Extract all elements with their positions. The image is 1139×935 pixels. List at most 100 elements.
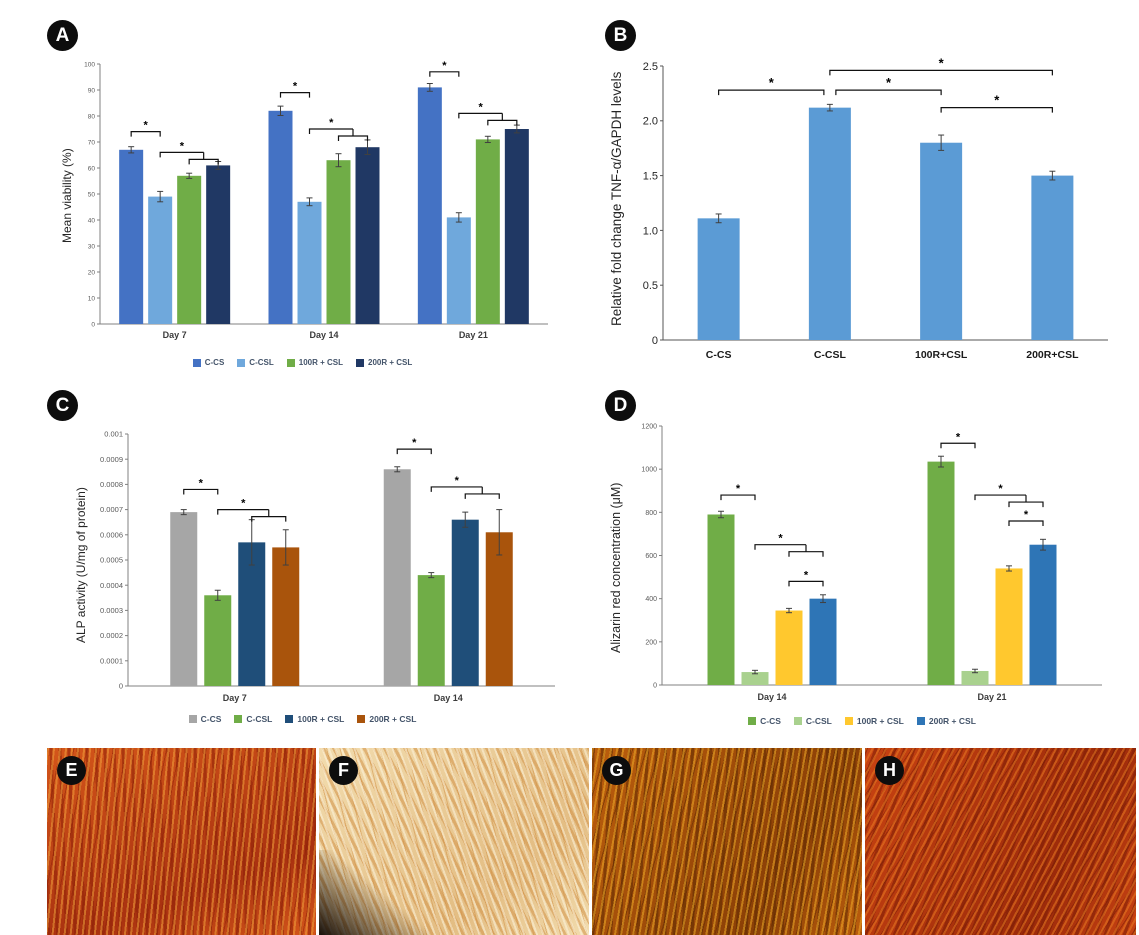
significance-sub-bracket [464,486,500,499]
bar [177,175,202,324]
y-tick-label: 70 [88,139,96,146]
bar [326,160,351,324]
significance-asterisk: * [736,483,741,495]
panel-c-badge: C [47,390,78,421]
micrograph-e-image [47,748,316,935]
significance-bracket [430,486,483,492]
panel-c-legend: C-CS C-CSL 100R + CSL 200R + CSL [30,714,575,724]
significance-asterisk: * [769,75,775,90]
y-tick-label: 0.0006 [100,530,123,539]
legend-item: 100R + CSL [844,716,904,726]
y-tick-label: 0.0003 [100,606,123,615]
legend-swatch [357,715,366,723]
x-category-label: Day 14 [434,693,463,703]
significance-bracket [940,107,1053,113]
y-tick-label: 200 [645,639,657,646]
significance-bracket [217,509,269,515]
bar [809,598,837,685]
bar [707,514,735,685]
panel-d-chart: 0 200 400 600 800 1000 1200 Day 14 Day 21 * * * * * * [641,423,1102,702]
y-tick-label: 2.5 [643,61,658,73]
legend-item: 100R + CSL [286,358,343,367]
x-category-label: Day 21 [977,692,1006,702]
legend-swatch [916,717,925,725]
legend-label: C-CS [204,358,225,367]
legend-item: 200R + CSL [916,716,976,726]
x-category-label: 200R+CSL [1026,349,1079,361]
x-category-label: Day 14 [757,692,786,702]
y-tick-label: 10 [88,295,96,302]
y-tick-label: 600 [645,553,657,560]
significance-asterisk: * [994,93,1000,108]
legend-label: C-CS [760,716,781,726]
panel-d-legend: C-CS C-CSL 100R + CSL 200R + CSL [585,716,1139,726]
significance-bracket [788,580,824,587]
significance-asterisk: * [329,117,334,129]
bar [504,129,529,324]
significance-asterisk: * [144,120,149,132]
significance-asterisk: * [939,55,945,70]
significance-bracket [159,151,204,158]
legend-item: 100R + CSL [285,714,344,724]
bar [1031,175,1074,340]
significance-asterisk: * [804,569,809,581]
panel-b-badge: B [605,20,636,51]
significance-asterisk: * [478,101,483,113]
legend-swatch [844,717,853,725]
y-tick-label: 80 [88,113,96,120]
significance-sub-bracket [1008,495,1044,508]
significance-bracket [130,131,161,137]
significance-asterisk: * [241,498,246,510]
x-category-label: C-CS [706,349,732,361]
significance-asterisk: * [998,483,1003,495]
panel-c: C ALP activity (U/mg of protein) 0 0.0001… [30,380,575,746]
panel-a-badge: A [47,20,78,51]
legend-label: 100R + CSL [297,714,345,724]
y-tick-label: 20 [88,269,96,276]
significance-sub-bracket [188,152,219,165]
y-tick-label: 0.0001 [100,656,123,665]
y-tick-label: 0.0005 [100,556,123,565]
micrograph-h-badge: H [875,756,904,785]
significance-bracket [458,112,503,119]
micrograph-h: H [865,748,1136,935]
x-category-label: 100R+CSL [915,349,968,361]
y-tick-label: 100 [84,61,95,68]
significance-sub-bracket [487,113,518,126]
legend-item: C-CSL [793,716,832,726]
significance-bracket [720,494,756,501]
micrograph-g-badge: G [602,756,631,785]
y-tick-label: 60 [88,165,96,172]
bar [170,512,198,686]
bar [148,196,173,324]
legend-swatch [748,717,757,725]
legend-label: 100R + CSL [298,358,343,367]
bar [775,610,803,685]
significance-bracket [754,544,806,550]
y-tick-label: 0.0008 [100,480,123,489]
significance-bracket [183,488,219,495]
y-tick-label: 800 [645,510,657,517]
bar [417,575,445,686]
micrograph-g: G [592,748,862,935]
significance-bracket [279,92,311,98]
y-tick-label: 0.0004 [100,581,123,590]
significance-bracket [940,442,976,449]
bar [238,542,266,686]
legend-swatch [192,358,201,367]
legend-swatch [793,717,802,725]
legend-item: C-CSL [234,714,272,724]
y-tick-label: 1.5 [643,170,658,182]
panel-a-chart: 0 10 20 30 40 50 60 70 80 90 100 Day 7 Day 14 Day 21 *… [84,60,548,340]
y-tick-label: 1000 [641,467,657,474]
y-tick-label: 400 [645,596,657,603]
legend-swatch [237,358,246,367]
significance-bracket [835,89,942,96]
y-tick-label: 0.5 [643,280,658,292]
legend-swatch [285,715,294,723]
significance-asterisk: * [886,75,892,90]
x-category-label: Day 7 [223,693,247,703]
bar [697,218,740,340]
y-tick-label: 90 [88,87,96,94]
